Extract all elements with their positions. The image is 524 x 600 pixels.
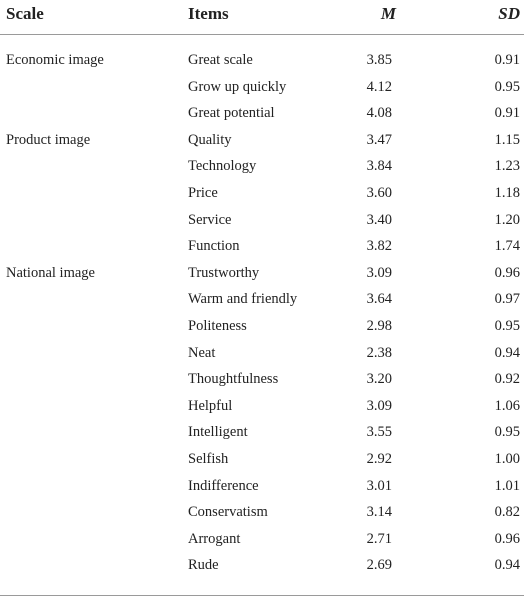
table-row: National image Trustworthy 3.09 0.96 bbox=[0, 262, 524, 289]
item-cell: Trustworthy bbox=[188, 264, 260, 281]
item-cell: Great scale bbox=[188, 52, 253, 68]
table-row: Technology 3.84 1.23 bbox=[0, 155, 524, 182]
sd-cell: 1.18 bbox=[494, 184, 520, 201]
mean-cell: 4.08 bbox=[366, 105, 392, 122]
item-cell: Rude bbox=[188, 557, 219, 574]
header-items: Items bbox=[188, 4, 229, 23]
item-cell: Great potential bbox=[188, 105, 275, 122]
item-cell: Service bbox=[188, 211, 232, 228]
header-mean: M bbox=[380, 4, 396, 23]
item-cell: Thoughtfulness bbox=[188, 371, 279, 388]
table-row: Selfish 2.92 1.00 bbox=[0, 448, 524, 475]
sd-cell: 1.74 bbox=[494, 238, 520, 255]
sd-cell: 0.96 bbox=[494, 530, 520, 547]
mean-cell: 3.09 bbox=[366, 264, 392, 281]
mean-cell: 3.40 bbox=[366, 211, 392, 228]
mean-cell: 3.09 bbox=[366, 397, 392, 414]
sd-cell: 0.95 bbox=[494, 424, 520, 441]
item-cell: Selfish bbox=[188, 450, 229, 467]
mean-cell: 3.85 bbox=[366, 52, 392, 68]
item-cell: Price bbox=[188, 184, 218, 201]
sd-cell: 1.00 bbox=[494, 450, 520, 467]
mean-cell: 2.98 bbox=[366, 317, 392, 334]
sd-cell: 0.82 bbox=[494, 504, 520, 521]
mean-cell: 2.38 bbox=[366, 344, 392, 361]
item-cell: Neat bbox=[188, 344, 216, 361]
mean-cell: 3.47 bbox=[366, 131, 392, 148]
header-sd: SD bbox=[498, 4, 520, 23]
sd-cell: 0.95 bbox=[494, 317, 520, 334]
scale-cell: National image bbox=[6, 264, 95, 281]
mean-cell: 3.20 bbox=[366, 371, 392, 388]
table-row: Economic image Great scale 3.85 0.91 bbox=[0, 49, 524, 76]
sd-cell: 0.94 bbox=[494, 344, 520, 361]
table-row: Indifference 3.01 1.01 bbox=[0, 475, 524, 502]
table-body: Economic image Great scale 3.85 0.91 Grow up… bbox=[0, 35, 524, 581]
mean-cell: 2.69 bbox=[366, 557, 392, 574]
item-cell: Politeness bbox=[188, 317, 247, 334]
item-cell: Indifference bbox=[188, 477, 259, 494]
mean-cell: 3.60 bbox=[366, 184, 392, 201]
table-row: Function 3.82 1.74 bbox=[0, 235, 524, 262]
scale-cell: Economic image bbox=[6, 52, 104, 68]
sd-cell: 1.23 bbox=[494, 158, 520, 175]
mean-cell: 3.55 bbox=[366, 424, 392, 441]
item-cell: Function bbox=[188, 238, 240, 255]
mean-cell: 2.92 bbox=[366, 450, 392, 467]
item-cell: Warm and friendly bbox=[188, 291, 298, 308]
table-row: Service 3.40 1.20 bbox=[0, 209, 524, 236]
table-row: Helpful 3.09 1.06 bbox=[0, 395, 524, 422]
mean-cell: 3.01 bbox=[366, 477, 392, 494]
table-row: Politeness 2.98 0.95 bbox=[0, 315, 524, 342]
sd-cell: 0.91 bbox=[494, 105, 520, 122]
mean-cell: 2.71 bbox=[366, 530, 392, 547]
sd-cell: 1.01 bbox=[494, 477, 520, 494]
item-cell: Arrogant bbox=[188, 530, 241, 547]
table-row: Price 3.60 1.18 bbox=[0, 182, 524, 209]
sd-cell: 1.20 bbox=[494, 211, 520, 228]
mean-cell: 3.64 bbox=[366, 291, 392, 308]
item-cell: Technology bbox=[188, 158, 257, 175]
item-cell: Helpful bbox=[188, 397, 233, 414]
table-row: Great potential 4.08 0.91 bbox=[0, 102, 524, 129]
mean-cell: 4.12 bbox=[366, 78, 392, 95]
table-row: Warm and friendly 3.64 0.97 bbox=[0, 288, 524, 315]
mean-cell: 3.82 bbox=[366, 238, 392, 255]
item-cell: Quality bbox=[188, 131, 232, 148]
mean-cell: 3.14 bbox=[366, 504, 392, 521]
item-cell: Grow up quickly bbox=[188, 78, 287, 95]
sd-cell: 1.15 bbox=[494, 131, 520, 148]
sd-cell: 0.92 bbox=[494, 371, 520, 388]
table-row: Conservatism 3.14 0.82 bbox=[0, 501, 524, 528]
item-cell: Intelligent bbox=[188, 424, 248, 441]
item-cell: Conservatism bbox=[188, 504, 268, 521]
table-row: Arrogant 2.71 0.96 bbox=[0, 528, 524, 555]
sd-cell: 0.95 bbox=[494, 78, 520, 95]
table-row: Product image Quality 3.47 1.15 bbox=[0, 129, 524, 156]
sd-cell: 0.96 bbox=[494, 264, 520, 281]
descriptive-statistics-table: Scale Items M SD Economic image Great sca… bbox=[0, 0, 524, 581]
bottom-rule bbox=[0, 595, 524, 596]
table-header: Scale Items M SD bbox=[0, 0, 524, 35]
sd-cell: 0.97 bbox=[494, 291, 520, 308]
header-scale: Scale bbox=[6, 4, 44, 23]
table-row: Thoughtfulness 3.20 0.92 bbox=[0, 368, 524, 395]
sd-cell: 0.94 bbox=[494, 557, 520, 574]
table-row: Rude 2.69 0.94 bbox=[0, 554, 524, 581]
mean-cell: 3.84 bbox=[366, 158, 392, 175]
sd-cell: 1.06 bbox=[494, 397, 520, 414]
table-row: Grow up quickly 4.12 0.95 bbox=[0, 76, 524, 103]
sd-cell: 0.91 bbox=[494, 52, 520, 68]
table-row: Intelligent 3.55 0.95 bbox=[0, 421, 524, 448]
scale-cell: Product image bbox=[6, 131, 91, 148]
table-row: Neat 2.38 0.94 bbox=[0, 342, 524, 369]
